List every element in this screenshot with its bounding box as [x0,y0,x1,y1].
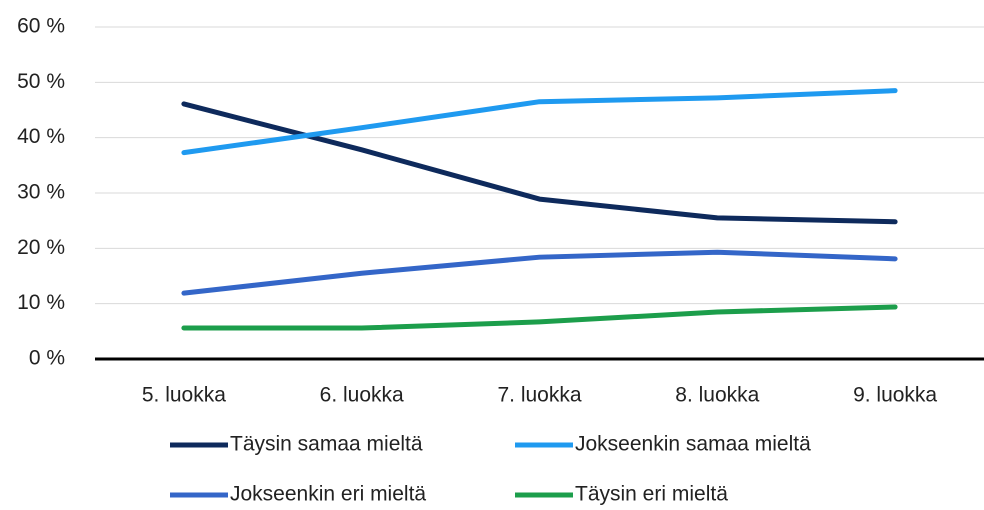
x-tick-label: 9. luokka [853,384,937,407]
legend-label: Täysin samaa mieltä [230,433,423,456]
legend-label: Jokseenkin samaa mieltä [575,433,811,456]
y-tick-label: 50 % [17,70,65,93]
legend-label: Täysin eri mieltä [575,483,728,506]
x-tick-label: 7. luokka [497,384,581,407]
series-line [181,249,898,296]
y-tick-label: 40 % [17,125,65,148]
x-tick-label: 8. luokka [675,384,759,407]
y-tick-label: 0 % [29,347,65,370]
y-tick-label: 30 % [17,181,65,204]
y-tick-label: 10 % [17,291,65,314]
x-tick-label: 6. luokka [320,384,404,407]
series-line [181,304,898,331]
y-tick-label: 20 % [17,236,65,259]
x-tick-label: 5. luokka [142,384,226,407]
y-tick-label: 60 % [17,15,65,38]
series-line [181,88,898,156]
series-line [181,101,898,225]
legend-label: Jokseenkin eri mieltä [230,483,426,506]
